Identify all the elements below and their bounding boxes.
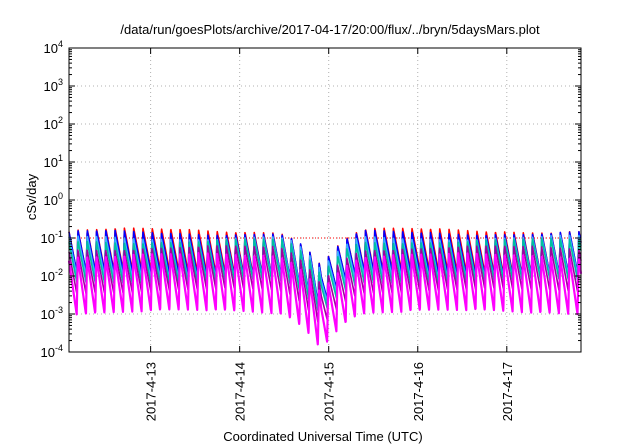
y-tick-label: 10-4: [41, 343, 63, 360]
chart-title: /data/run/goesPlots/archive/2017-04-17/2…: [120, 22, 540, 37]
y-tick-label: 104: [44, 39, 63, 56]
y-tick-label: 10-3: [41, 305, 63, 322]
y-tick-label: 10-1: [41, 229, 63, 246]
series-line-6: [67, 252, 583, 346]
tick-group: [69, 47, 581, 353]
y-tick-label: 101: [44, 153, 63, 170]
x-axis-label: Coordinated Universal Time (UTC): [223, 429, 422, 444]
x-tick-label: 2017-4-15: [322, 362, 337, 421]
y-tick-labels: 10-4 10-3 10-2 10-1 100 101 102 103 104: [41, 39, 63, 360]
x-tick-label: 2017-4-14: [233, 362, 248, 421]
x-tick-labels: 2017-4-13 2017-4-14 2017-4-15 2017-4-16 2017…: [144, 362, 515, 421]
series-group: [67, 227, 583, 346]
y-tick-label: 102: [44, 115, 63, 132]
y-axis-label: cSv/day: [24, 173, 39, 220]
series-line-5: [68, 245, 582, 323]
x-tick-label: 2017-4-13: [144, 362, 159, 421]
x-tick-label: 2017-4-16: [411, 362, 426, 421]
series-line-2: [68, 229, 582, 304]
series-line-4: [68, 237, 582, 311]
x-tick-label: 2017-4-17: [500, 362, 515, 421]
y-tick-label: 100: [44, 191, 63, 208]
y-tick-label: 10-2: [41, 267, 63, 284]
y-tick-label: 103: [44, 77, 63, 94]
